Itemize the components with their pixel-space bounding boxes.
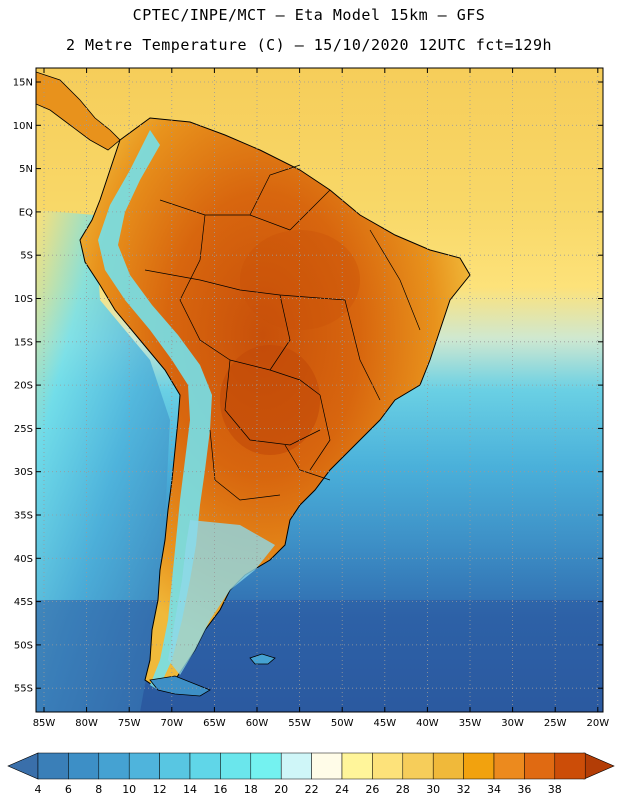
lat-label: 20S — [14, 381, 33, 392]
temperature-map: 15N 10N 5N EQ 5S 10S 15S 20S 25S 30S 35S 40S 45S 50S 5… — [13, 67, 609, 729]
map-title-line-2: 2 Metre Temperature (C) – 15/10/2020 12U… — [65, 36, 553, 54]
colorbar-label: 6 — [65, 783, 72, 796]
falkland-islands — [249, 653, 276, 665]
lon-label: 65W — [203, 718, 226, 729]
lat-label: 35S — [14, 511, 33, 522]
colorbar-label: 16 — [213, 783, 227, 796]
colorbar-label: 8 — [95, 783, 102, 796]
colorbar-label: 38 — [548, 783, 562, 796]
pacific-ocean — [36, 210, 170, 712]
lat-label: 55S — [14, 684, 33, 695]
colorbar-cell — [493, 752, 525, 780]
colorbar-cell — [311, 752, 343, 780]
lon-label: 20W — [586, 718, 609, 729]
central-america — [36, 71, 121, 151]
lon-label: 25W — [544, 718, 567, 729]
lon-label: 60W — [246, 718, 269, 729]
lon-label: 30W — [501, 718, 524, 729]
lat-label: 40S — [14, 554, 33, 565]
lon-label: 40W — [416, 718, 439, 729]
lon-label: 55W — [288, 718, 311, 729]
colorbar-label: 10 — [122, 783, 136, 796]
andes-cool-strip — [98, 130, 212, 690]
lon-label: 75W — [118, 718, 141, 729]
colorbar-high-arrow — [583, 752, 615, 780]
colorbar-label: 34 — [487, 783, 501, 796]
colorbar-cell — [189, 752, 221, 780]
southern-ocean — [36, 600, 603, 712]
colorbar-cell — [341, 752, 373, 780]
lon-label: 50W — [331, 718, 354, 729]
colorbar-cell — [159, 752, 191, 780]
map-frame — [35, 67, 604, 713]
colorbar-label: 24 — [335, 783, 349, 796]
colorbar-cell — [68, 752, 100, 780]
colorbar-label: 28 — [396, 783, 410, 796]
colorbar-label: 18 — [244, 783, 258, 796]
lon-label: 70W — [160, 718, 183, 729]
colorbar-low-arrow — [7, 752, 39, 780]
colorbar-cell — [432, 752, 464, 780]
lat-label: 5N — [19, 164, 33, 175]
lat-label: 15N — [13, 78, 33, 89]
colorbar-label: 22 — [305, 783, 319, 796]
temperature-colorbar: 4 6 8 10 12 14 16 18 20 22 24 26 28 30 32 34 36 38 — [7, 752, 615, 796]
colorbar-cell — [37, 752, 69, 780]
lon-label: 85W — [33, 718, 56, 729]
patagonia — [168, 520, 275, 675]
lat-label: 30S — [14, 467, 33, 478]
lat-label: 45S — [14, 597, 33, 608]
colorbar-cell — [250, 752, 282, 780]
colorbar-label: 14 — [183, 783, 197, 796]
colorbar-cell — [463, 752, 495, 780]
lat-label: 5S — [20, 251, 33, 262]
colorbar-label: 12 — [153, 783, 167, 796]
colorbar-label: 26 — [365, 783, 379, 796]
lat-label: 10S — [14, 294, 33, 305]
lon-label: 45W — [373, 718, 396, 729]
colorbar-cell — [402, 752, 434, 780]
colorbar-cell — [128, 752, 160, 780]
colorbar-cell — [554, 752, 586, 780]
colorbar-label: 32 — [457, 783, 471, 796]
heat-core — [220, 345, 320, 455]
colorbar-cell — [280, 752, 312, 780]
colorbar-label: 30 — [426, 783, 440, 796]
lat-label: 50S — [14, 640, 33, 651]
colorbar-cell — [98, 752, 130, 780]
lat-label: EQ — [19, 207, 33, 218]
colorbar-cell — [220, 752, 252, 780]
lon-label: 35W — [459, 718, 482, 729]
lat-label: 15S — [14, 337, 33, 348]
colorbar-label: 36 — [517, 783, 531, 796]
lon-label: 80W — [75, 718, 98, 729]
colorbar-label: 20 — [274, 783, 288, 796]
lat-lon-grid — [36, 68, 603, 712]
tierra-del-fuego — [149, 675, 211, 697]
lat-label: 10N — [13, 121, 33, 132]
colorbar-cell — [524, 752, 556, 780]
lat-label: 25S — [14, 424, 33, 435]
colorbar-label: 4 — [35, 783, 42, 796]
map-title-line-1: CPTEC/INPE/MCT – Eta Model 15km – GFS — [132, 6, 486, 24]
colorbar-cell — [372, 752, 404, 780]
